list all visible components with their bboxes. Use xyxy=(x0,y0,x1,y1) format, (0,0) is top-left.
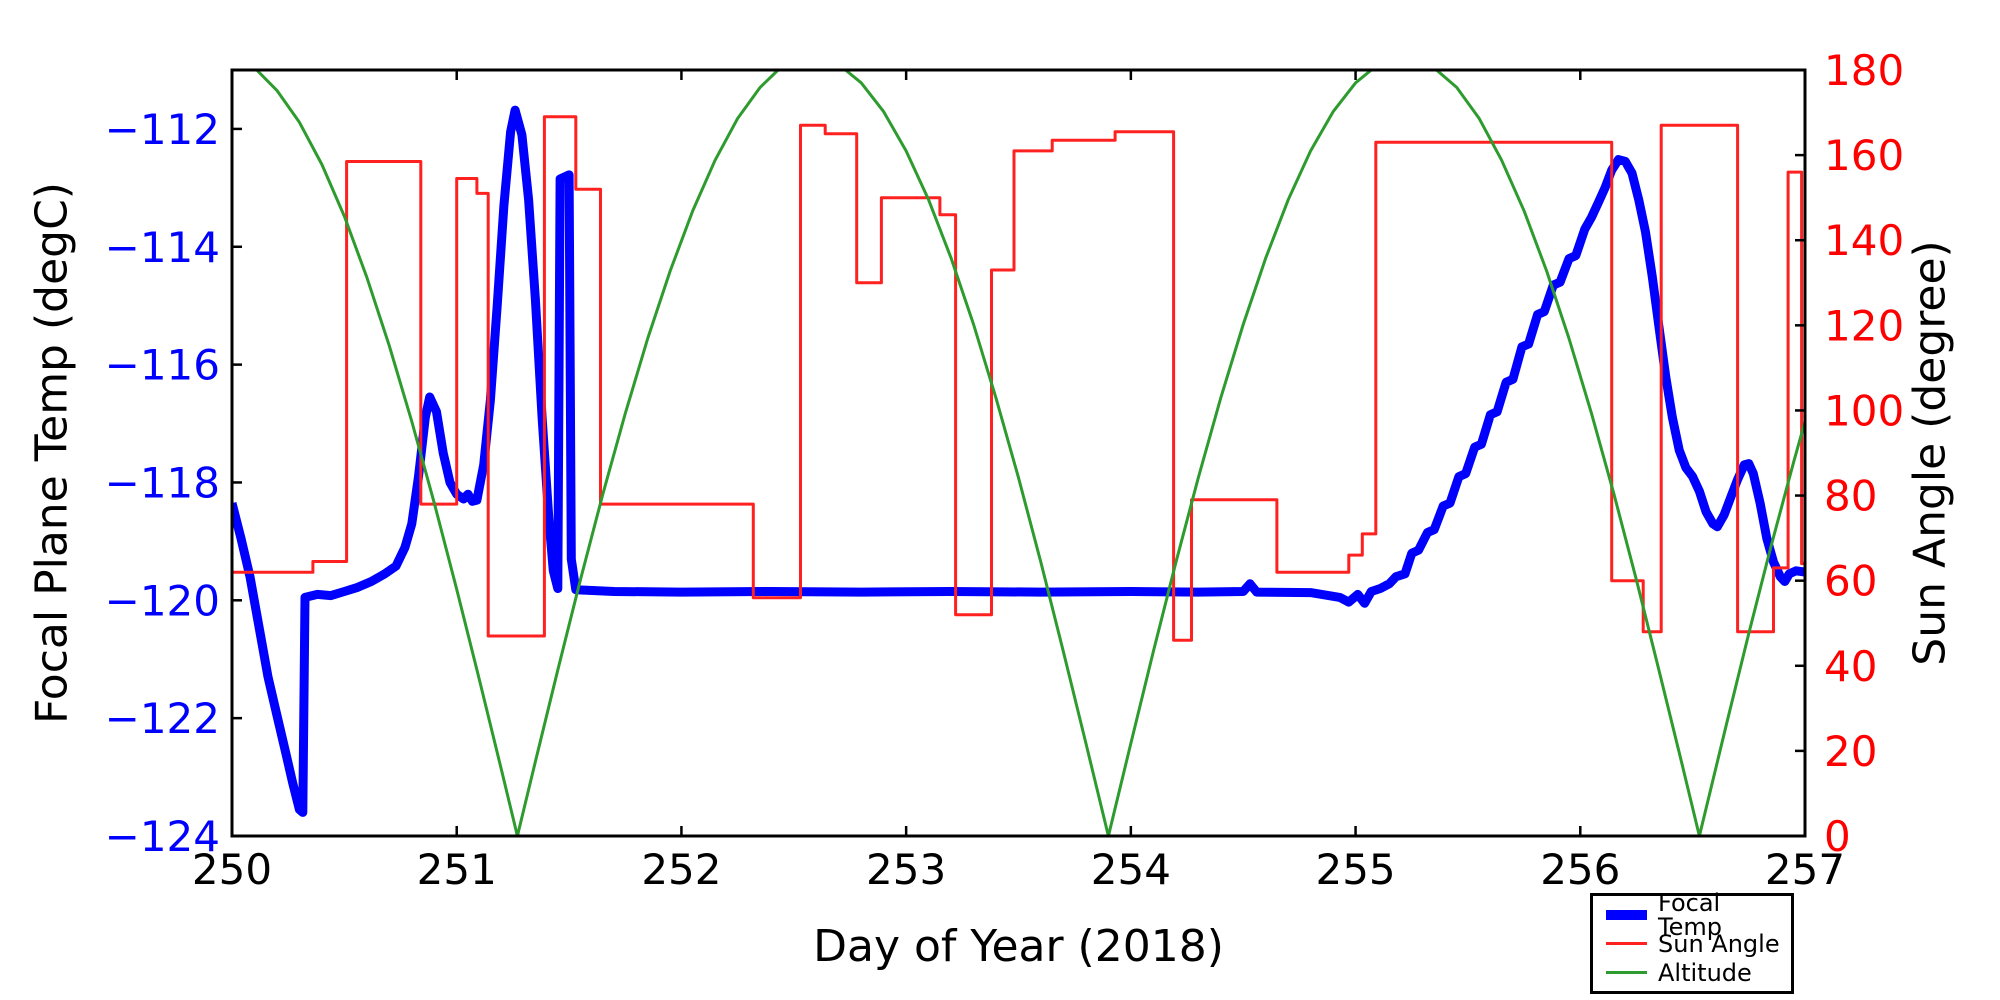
plot-spines xyxy=(230,68,1807,838)
y-left-tick-label: −118 xyxy=(105,458,220,507)
y-right-tick-label: 180 xyxy=(1824,46,1904,95)
y-right-tick-label: 40 xyxy=(1824,642,1877,691)
altitude-line-sample xyxy=(1606,971,1647,974)
x-tick-label: 255 xyxy=(1315,845,1395,894)
y-left-tick-label: −112 xyxy=(105,105,220,154)
y-right-tick-label: 120 xyxy=(1824,301,1904,350)
x-tick-label: 252 xyxy=(641,845,721,894)
legend-item-focal-temp: Focal Temp xyxy=(1606,891,1791,939)
focal-temp-line xyxy=(232,105,1805,817)
x-axis-title: Day of Year (2018) xyxy=(813,921,1224,972)
legend-label-focal-temp: Focal Temp xyxy=(1658,888,1722,941)
y-right-tick-label: 20 xyxy=(1824,727,1877,776)
y-left-tick-label: −114 xyxy=(105,223,220,272)
focal-temp-line-sample xyxy=(1606,909,1647,920)
y-axis-title-right: Sun Angle (degree) xyxy=(1904,240,1956,666)
y-axis-title-left: Focal Plane Temp (degC) xyxy=(26,182,78,724)
x-tick-label: 251 xyxy=(417,845,497,894)
y-left-tick-label: −120 xyxy=(105,576,220,625)
altitude-line xyxy=(232,70,1805,836)
y-right-tick-label: 160 xyxy=(1824,131,1904,180)
tick-marks xyxy=(230,68,1807,838)
x-tick-label: 256 xyxy=(1540,845,1620,894)
x-tick-label: 253 xyxy=(866,845,946,894)
y-right-tick-label: 140 xyxy=(1824,216,1904,265)
x-tick-label: 254 xyxy=(1091,845,1171,894)
sun-angle-line-sample xyxy=(1606,942,1647,945)
legend: Focal Temp Sun Angle Altitude xyxy=(1590,891,1794,994)
legend-item-sun-angle: Sun Angle xyxy=(1606,930,1791,958)
tick-labels: 250 251 252 253 254 255 256 257 −112 −114 −116 −118… xyxy=(105,46,1905,894)
y-right-tick-label: 60 xyxy=(1824,557,1877,606)
series-layer xyxy=(232,70,1805,836)
y-left-tick-label: −124 xyxy=(105,812,220,861)
x-tick-label: 250 xyxy=(192,845,272,894)
y-left-tick-label: −122 xyxy=(105,694,220,743)
y-right-tick-label: 80 xyxy=(1824,472,1877,521)
legend-item-altitude: Altitude xyxy=(1606,959,1791,987)
x-tick-label: 257 xyxy=(1765,845,1845,894)
legend-label-altitude: Altitude xyxy=(1658,958,1752,987)
legend-label-sun-angle: Sun Angle xyxy=(1658,929,1780,958)
sun-angle-line xyxy=(232,115,1805,642)
y-left-tick-label: −116 xyxy=(105,341,220,390)
y-right-tick-label: 0 xyxy=(1824,812,1851,861)
y-right-tick-label: 100 xyxy=(1824,386,1904,435)
